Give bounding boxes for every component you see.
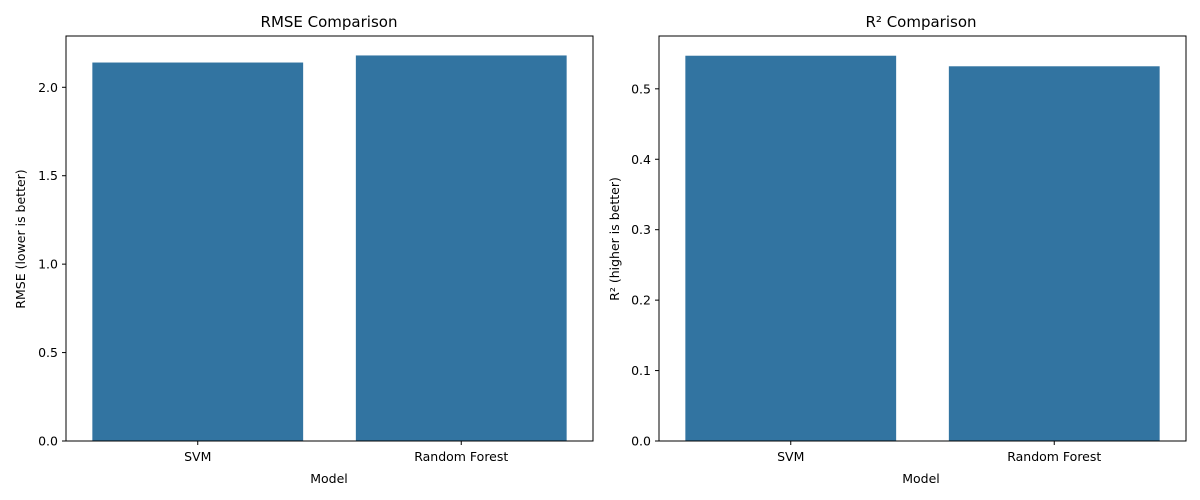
y-tick-label: 0.3 bbox=[631, 222, 651, 237]
chart-title: R² Comparison bbox=[865, 13, 976, 31]
x-tick-label: SVM bbox=[777, 449, 804, 464]
axes-frame bbox=[65, 35, 594, 442]
x-tick-label: Random Forest bbox=[1007, 449, 1101, 464]
y-tick-label: 0.0 bbox=[631, 434, 651, 449]
y-tick-label: 0.0 bbox=[38, 434, 58, 449]
bar-random-forest bbox=[355, 55, 567, 441]
y-tick-label: 0.2 bbox=[631, 293, 651, 308]
r2-chart-panel: R² Comparison Model R² (higher is better… bbox=[607, 13, 1187, 486]
rmse-chart-panel: RMSE Comparison Model RMSE (lower is bet… bbox=[13, 13, 594, 486]
bar-svm bbox=[92, 62, 304, 442]
y-axis-label: RMSE (lower is better) bbox=[13, 169, 28, 308]
bar-svm bbox=[685, 55, 897, 441]
bar-random-forest bbox=[948, 66, 1160, 441]
axes-frame bbox=[658, 35, 1187, 442]
x-axis-label: Model bbox=[310, 471, 348, 486]
y-tick-label: 1.0 bbox=[38, 257, 58, 272]
x-axis-label: Model bbox=[902, 471, 940, 486]
y-tick-label: 2.0 bbox=[38, 80, 58, 95]
y-tick-label: 1.5 bbox=[38, 168, 58, 183]
chart-title: RMSE Comparison bbox=[261, 13, 398, 31]
x-tick-label: SVM bbox=[184, 449, 211, 464]
y-tick-label: 0.5 bbox=[631, 81, 651, 96]
y-axis-label: R² (higher is better) bbox=[607, 177, 622, 301]
y-tick-label: 0.1 bbox=[631, 363, 651, 378]
x-tick-label: Random Forest bbox=[414, 449, 508, 464]
y-tick-label: 0.5 bbox=[38, 345, 58, 360]
y-tick-label: 0.4 bbox=[631, 152, 651, 167]
